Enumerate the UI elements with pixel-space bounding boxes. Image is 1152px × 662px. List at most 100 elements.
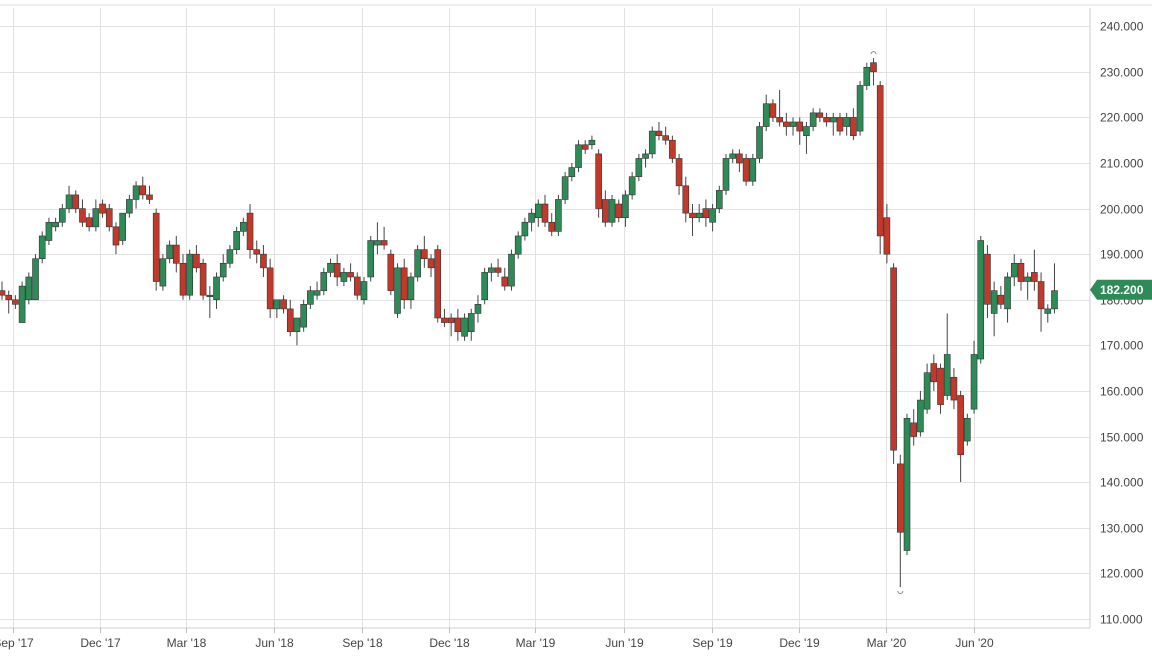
candle-body-up — [18, 285, 26, 323]
candle — [240, 217, 247, 236]
low-marker — [897, 590, 904, 594]
x-tick-label: Jun '20 — [955, 636, 994, 650]
candle — [226, 245, 234, 268]
candle-body-down — [930, 363, 938, 383]
candle-body-down — [260, 253, 267, 269]
last-price-tag-shape — [1090, 279, 1152, 300]
x-tick-label: Mar '19 — [516, 636, 556, 650]
x-tick-label: Dec '17 — [80, 636, 121, 650]
candle-body-down — [286, 308, 294, 332]
candle — [307, 286, 314, 309]
candle-body-down — [112, 226, 120, 246]
candle — [260, 245, 267, 277]
candle-body-down — [99, 203, 106, 214]
x-tick-label: Mar '20 — [867, 636, 907, 650]
candle — [508, 249, 515, 291]
candle-body-down — [400, 267, 408, 301]
candle — [1010, 254, 1018, 287]
y-tick-label: 240.000 — [1100, 20, 1144, 34]
candle-body-down — [876, 85, 884, 237]
y-tick-label: 210.000 — [1100, 157, 1144, 171]
candle-body-down — [957, 395, 964, 456]
extreme-markers — [870, 51, 904, 594]
candle-body-up — [508, 253, 515, 287]
candle — [112, 222, 120, 255]
candle — [642, 149, 649, 168]
candle — [501, 267, 509, 291]
candle-body-up — [521, 221, 529, 237]
candle-body-up — [293, 317, 301, 332]
candle — [474, 295, 482, 323]
candle-body-up — [374, 240, 381, 246]
candle-body-down — [380, 240, 388, 246]
candle — [736, 149, 743, 173]
candle — [648, 126, 656, 159]
candle-body-down — [193, 253, 200, 269]
candle — [514, 231, 522, 259]
candle-body-down — [105, 208, 113, 228]
candle-body-down — [1037, 281, 1045, 310]
candle-body-up — [65, 194, 73, 209]
candle-body-down — [5, 294, 13, 301]
candle — [876, 80, 884, 255]
candle-body-up — [608, 199, 616, 223]
candle-body-down — [501, 276, 509, 287]
candle-body-up — [923, 372, 931, 410]
y-tick-label: 130.000 — [1100, 522, 1144, 536]
candle-body-down — [548, 221, 556, 232]
candle-body-up — [488, 267, 495, 273]
x-tick-label: Dec '18 — [429, 636, 470, 650]
candle-body-down — [1031, 272, 1038, 282]
candle-body-up — [843, 117, 850, 127]
candle — [400, 258, 408, 309]
candle — [528, 208, 535, 232]
candle — [92, 199, 100, 232]
candle-body-up — [588, 139, 596, 146]
x-tick-label: Sep '17 — [0, 636, 34, 650]
candle-body-down — [427, 258, 435, 269]
candle — [146, 185, 153, 205]
candle-body-up — [481, 272, 488, 301]
candle-body-down — [353, 276, 361, 296]
candle-body-down — [682, 185, 690, 214]
candle-body-up — [414, 249, 421, 278]
candle-body-up — [635, 158, 643, 177]
candle-body-down — [669, 139, 676, 159]
candle — [454, 308, 462, 341]
candle — [709, 204, 716, 232]
candle-body-down — [280, 299, 287, 310]
candle-body-down — [347, 272, 354, 278]
candle-body-up — [863, 66, 871, 86]
candle-body-down — [253, 249, 261, 255]
candle-body-up — [628, 176, 636, 196]
candle-body-down — [816, 112, 824, 118]
candle-body-down — [152, 212, 160, 282]
candle — [206, 286, 214, 318]
candle — [320, 267, 328, 296]
candle — [635, 153, 643, 182]
candle — [669, 135, 676, 163]
candle-body-up — [394, 267, 401, 314]
candle-body-up — [59, 208, 66, 223]
candle-body-down — [79, 208, 86, 223]
candle-body-up — [642, 153, 649, 159]
candle — [863, 62, 871, 91]
candle-body-up — [729, 153, 737, 159]
candle — [166, 240, 173, 264]
candle-body-up — [561, 176, 569, 200]
candle-body-up — [407, 276, 415, 301]
candle-body-up — [226, 249, 234, 264]
candle — [990, 281, 998, 337]
candle-body-up — [166, 244, 173, 260]
candle-body-up — [340, 272, 348, 282]
candle-body-up — [360, 281, 368, 301]
candle-body-up — [119, 212, 126, 241]
candle — [823, 112, 830, 127]
candle-body-up — [695, 212, 703, 219]
candle-body-up — [206, 294, 214, 298]
candle-body-up — [528, 212, 535, 223]
candle — [12, 295, 19, 309]
candle — [896, 454, 904, 587]
candle — [394, 263, 401, 318]
